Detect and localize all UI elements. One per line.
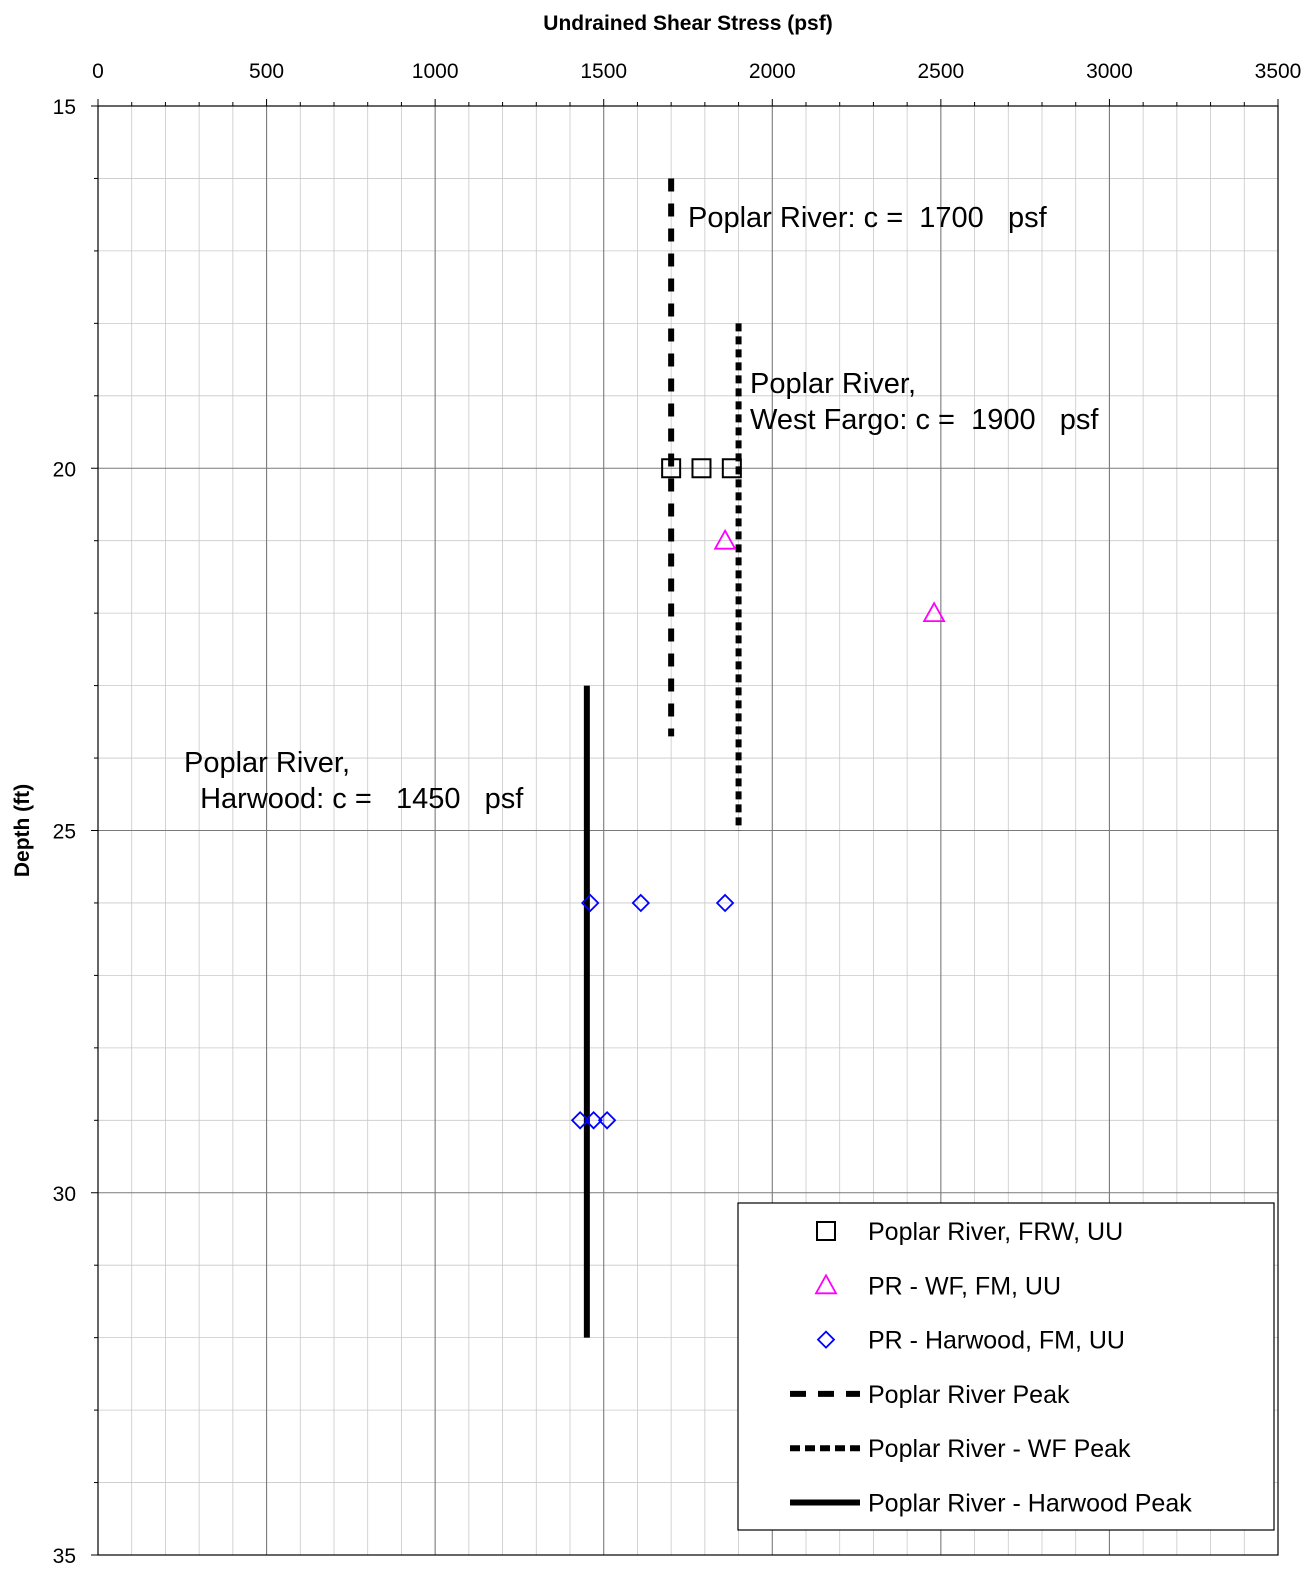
x-tick-labels: 0 500 1000 1500 2000 2500 3000 3500 xyxy=(92,60,1301,83)
diamond-marker xyxy=(584,1111,603,1130)
annotations: Poplar River: c = 1700 psf Poplar River, W… xyxy=(184,202,1099,815)
x-tick-label: 0 xyxy=(92,60,104,83)
legend-triangle-marker xyxy=(814,1273,838,1295)
legend-label: PR - WF, FM, UU xyxy=(868,1272,1061,1300)
legend-label: PR - Harwood, FM, UU xyxy=(868,1327,1125,1355)
x-tick-label: 2000 xyxy=(749,60,796,83)
annotation-label: Poplar River, Harwood: c = 1450 psf xyxy=(184,747,524,815)
diamond-marker xyxy=(631,893,651,913)
legend-label: Poplar River Peak xyxy=(868,1381,1070,1409)
peak-lines xyxy=(583,178,742,1338)
y-tick-label: 25 xyxy=(53,821,76,844)
square-marker xyxy=(721,458,742,479)
annotation-label: Poplar River: c = 1700 psf xyxy=(688,202,1048,234)
x-tick-label: 1500 xyxy=(580,60,627,83)
legend-label: Poplar River - Harwood Peak xyxy=(868,1490,1192,1518)
axis-ticks xyxy=(91,99,1279,1556)
square-marker xyxy=(691,458,712,479)
x-tick-label: 3500 xyxy=(1255,60,1302,83)
triangle-marker xyxy=(922,601,946,623)
x-tick-label: 3000 xyxy=(1086,60,1133,83)
annotation-line: Harwood: c = 1450 psf xyxy=(184,783,524,815)
legend-label: Poplar River, FRW, UU xyxy=(868,1218,1123,1246)
major-gridlines xyxy=(98,106,1278,1555)
legend: Poplar River, FRW, UU PR - WF, FM, UU PR -… xyxy=(737,1202,1275,1531)
legend-diamond-marker xyxy=(816,1330,836,1349)
triangle-marker xyxy=(713,528,737,550)
y-tick-label: 15 xyxy=(53,96,76,119)
y-axis-title: Depth (ft) xyxy=(11,784,34,877)
legend-square-marker xyxy=(816,1221,836,1241)
diamond-marker xyxy=(715,893,735,913)
annotation-line: Poplar River: c = 1700 psf xyxy=(688,202,1048,234)
diamond-marker xyxy=(597,1111,617,1130)
data-markers xyxy=(570,458,946,1130)
diamond-marker xyxy=(570,1111,590,1130)
y-tick-label: 20 xyxy=(53,458,76,481)
y-tick-label: 30 xyxy=(53,1183,76,1206)
x-tick-label: 2500 xyxy=(917,60,964,83)
annotation-line: Poplar River, xyxy=(750,368,916,400)
square-marker xyxy=(661,458,682,479)
annotation-line: Poplar River, xyxy=(184,747,350,779)
legend-label: Poplar River - WF Peak xyxy=(868,1435,1131,1463)
y-tick-labels: 15 20 25 30 35 xyxy=(53,96,76,1568)
x-tick-label: 500 xyxy=(249,60,284,83)
y-tick-label: 35 xyxy=(53,1545,76,1568)
annotation-line: West Fargo: c = 1900 psf xyxy=(750,404,1099,436)
diamond-marker xyxy=(580,893,600,913)
legend-box xyxy=(737,1202,1275,1531)
x-tick-label: 1000 xyxy=(412,60,459,83)
annotation-label: Poplar River, West Fargo: c = 1900 psf xyxy=(750,368,1099,436)
x-axis-title: Undrained Shear Stress (psf) xyxy=(543,12,832,35)
